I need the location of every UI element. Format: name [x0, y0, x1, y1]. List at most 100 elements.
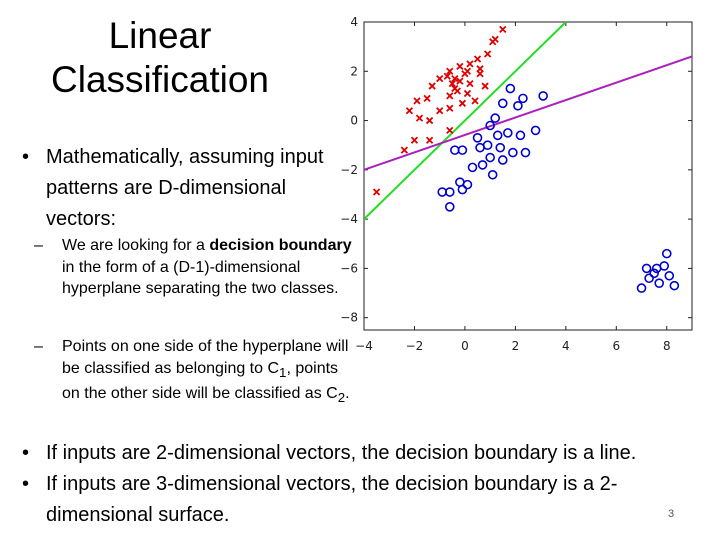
- cross-point: [400, 146, 409, 154]
- cross-point: [483, 50, 492, 58]
- circle-point: [437, 187, 448, 197]
- circle-point: [457, 184, 468, 195]
- cross-point: [456, 77, 464, 85]
- bullet-1-text: Mathematically, assuming input patterns …: [46, 146, 324, 230]
- cross-point: [443, 72, 451, 80]
- circle-point: [520, 147, 531, 158]
- cross-point: [436, 75, 444, 83]
- cross-point: [458, 99, 467, 107]
- circle-point: [497, 98, 508, 109]
- circle-point: [644, 273, 654, 284]
- circle-point: [518, 93, 528, 104]
- x-tick-label: −4: [355, 339, 373, 353]
- x-tick-label: 2: [512, 339, 520, 353]
- cross-point: [448, 79, 456, 88]
- bullet-dot: •: [22, 442, 30, 464]
- cross-point: [446, 126, 454, 135]
- cross-point: [476, 70, 484, 78]
- circle-point: [477, 160, 488, 170]
- y-tick-label: −4: [340, 212, 358, 226]
- sub-2-pre: Points on one side of the hyperplane wil…: [62, 338, 349, 377]
- circle-point: [497, 155, 508, 165]
- circle-point: [654, 278, 665, 288]
- cross-point: [451, 75, 459, 83]
- plot-frame: [363, 21, 693, 331]
- circle-point: [503, 128, 513, 138]
- cross-point: [466, 79, 474, 88]
- circle-point: [651, 263, 662, 274]
- cross-point: [466, 60, 474, 68]
- sub-2-subscript-2: 2: [337, 390, 346, 406]
- cross-point: [436, 107, 444, 115]
- sub-2-mid: , points on the other side will be class…: [62, 359, 339, 403]
- circle-point: [661, 248, 672, 259]
- title-line-2: Classification: [51, 59, 269, 100]
- circle-point: [444, 202, 455, 212]
- title-line-1: Linear: [108, 15, 212, 56]
- y-tick-label: −8: [340, 311, 358, 325]
- bullet-dot: •: [22, 146, 30, 168]
- y-tick-label: 4: [350, 15, 358, 29]
- sub-bullet-2-text: Points on one side of the hyperplane wil…: [62, 336, 352, 409]
- circle-point: [636, 283, 647, 293]
- cross-point: [463, 89, 472, 98]
- circle-point: [664, 270, 675, 281]
- circle-point: [462, 179, 473, 190]
- cross-point: [451, 84, 459, 93]
- green-boundary-line: [364, 22, 567, 220]
- circle-point: [515, 130, 526, 141]
- cross-point: [446, 104, 454, 112]
- circle-point: [641, 263, 652, 274]
- circle-point: [530, 125, 541, 136]
- circle-point: [487, 169, 498, 180]
- cross-point: [481, 82, 489, 90]
- y-tick-label: −2: [340, 163, 358, 177]
- circle-point: [508, 147, 518, 158]
- circle-point: [492, 130, 503, 141]
- bullet-dot: •: [22, 473, 30, 495]
- x-tick-label: 8: [663, 339, 671, 353]
- y-tick-label: −6: [340, 261, 358, 275]
- cross-point: [446, 67, 454, 75]
- y-tick-label: 0: [350, 114, 358, 128]
- cross-point: [415, 114, 424, 122]
- cross-point: [425, 136, 434, 144]
- cross-point: [425, 116, 434, 125]
- sub-2-subscript-1: 1: [279, 364, 287, 380]
- circle-point: [485, 152, 495, 163]
- cross-point: [446, 92, 454, 100]
- sub-1-pre: We are looking for a: [62, 237, 210, 254]
- circle-point: [482, 140, 493, 150]
- cross-point: [428, 82, 436, 90]
- sub-dash: –: [34, 338, 43, 355]
- circle-point: [538, 91, 548, 101]
- circle-point: [669, 280, 680, 291]
- cross-point: [499, 25, 507, 34]
- slide-title: Linear Classification: [20, 14, 300, 102]
- y-tick-label: 2: [350, 64, 358, 78]
- sub-dash: –: [34, 237, 43, 254]
- circle-point: [513, 100, 523, 111]
- cross-point: [405, 107, 414, 115]
- cross-point: [456, 62, 464, 70]
- purple-boundary-line: [364, 55, 692, 171]
- x-tick-label: −2: [406, 339, 424, 353]
- circle-point: [490, 113, 501, 123]
- page-number: 3: [668, 508, 675, 520]
- cross-point: [491, 35, 499, 43]
- sub-2-end: .: [345, 385, 350, 403]
- sub-bullet-1-text: We are looking for a decision boundary i…: [62, 235, 352, 300]
- bullet-3-text: If inputs are 3-dimensional vectors, the…: [46, 473, 618, 526]
- cross-point: [463, 67, 472, 75]
- x-tick-label: 0: [461, 339, 469, 353]
- cross-point: [410, 136, 419, 144]
- cross-point: [423, 94, 431, 103]
- cross-point: [372, 188, 381, 196]
- sub-1-post: in the form of a (D-1)-dimensional hyper…: [62, 258, 339, 298]
- cross-point: [413, 97, 421, 105]
- bullet-2-text: If inputs are 2-dimensional vectors, the…: [46, 442, 637, 464]
- circle-point: [485, 120, 495, 131]
- x-tick-label: 4: [562, 339, 570, 353]
- circle-point: [467, 162, 478, 173]
